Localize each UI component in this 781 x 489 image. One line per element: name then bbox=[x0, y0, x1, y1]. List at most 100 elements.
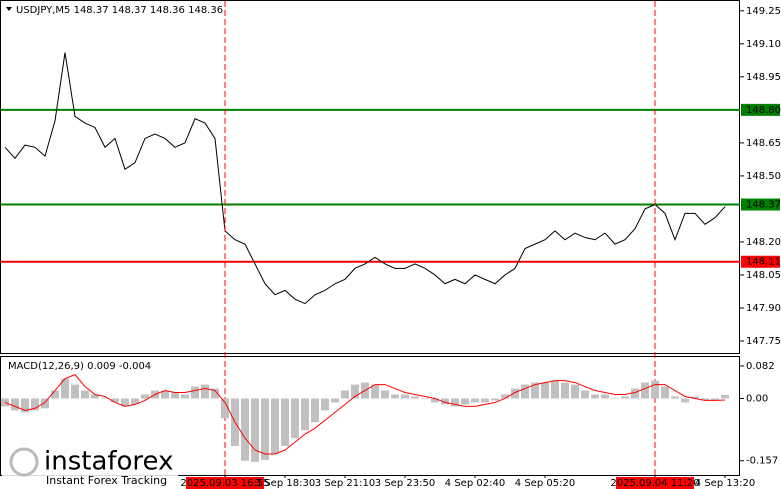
price-line bbox=[4, 52, 726, 305]
macd-bar bbox=[341, 390, 349, 399]
macd-bar bbox=[81, 390, 89, 399]
macd-bar bbox=[11, 398, 19, 411]
macd-title: MACD(12,26,9) 0.009 -0.004 bbox=[8, 361, 151, 372]
y-tick-label: 148.20 bbox=[746, 237, 781, 248]
macd-bar bbox=[61, 378, 69, 399]
y-tick-label: 148.05 bbox=[746, 270, 781, 281]
macd-bar bbox=[251, 398, 259, 462]
x-tick-label: 2025.09.04 11:20 bbox=[610, 478, 699, 489]
macd-bar bbox=[721, 394, 729, 399]
x-tick-label: 4 Sep 02:40 bbox=[445, 478, 505, 489]
macd-bar bbox=[531, 382, 539, 399]
level-label: 148.37 bbox=[746, 200, 781, 211]
macd-bar bbox=[421, 398, 429, 399]
macd-bar bbox=[711, 398, 719, 401]
x-label-bg bbox=[186, 477, 264, 489]
macd-bar bbox=[181, 394, 189, 399]
macd-bar bbox=[191, 386, 199, 399]
macd-bar bbox=[661, 386, 669, 399]
title-marker bbox=[6, 7, 12, 11]
y-tick-label: 0.00 bbox=[746, 393, 768, 404]
macd-bar bbox=[591, 394, 599, 399]
macd-bar bbox=[71, 384, 79, 399]
macd-bar bbox=[451, 398, 459, 407]
macd-bar bbox=[51, 390, 59, 399]
macd-bar bbox=[1, 398, 9, 407]
level-label: 148.11 bbox=[746, 257, 781, 268]
macd-bar bbox=[481, 398, 489, 403]
macd-bar bbox=[221, 398, 229, 419]
macd-bar bbox=[641, 382, 649, 399]
x-tick-label: 4 Sep 13:20 bbox=[695, 478, 755, 489]
macd-bar bbox=[631, 388, 639, 399]
macd-bar bbox=[91, 394, 99, 399]
macd-bar bbox=[431, 398, 439, 403]
y-tick-label: 148.65 bbox=[746, 138, 781, 149]
y-tick-label: -0.157 bbox=[746, 456, 778, 467]
macd-bar bbox=[41, 398, 49, 409]
macd-bar bbox=[461, 398, 469, 405]
x-tick-label: 3 Sep 18:30 bbox=[255, 478, 315, 489]
macd-bar bbox=[651, 380, 659, 399]
logo-brand: instaforex bbox=[44, 447, 173, 477]
macd-bar bbox=[351, 384, 359, 399]
macd-bar bbox=[681, 398, 689, 403]
macd-bar bbox=[411, 396, 419, 399]
macd-bar bbox=[571, 384, 579, 399]
macd-bar bbox=[261, 398, 269, 460]
x-tick-label: 2025.09.03 16:55 bbox=[180, 478, 269, 489]
macd-bar bbox=[561, 382, 569, 399]
signal-line bbox=[4, 374, 726, 455]
macd-bar bbox=[121, 398, 129, 407]
macd-bar bbox=[371, 384, 379, 399]
level-label-bg bbox=[741, 198, 780, 211]
macd-bar bbox=[301, 398, 309, 431]
logo: instaforex Instant Forex Tracking bbox=[2, 444, 178, 488]
macd-bar bbox=[521, 384, 529, 399]
y-tick-label: 149.10 bbox=[746, 39, 781, 50]
macd-bar bbox=[551, 380, 559, 399]
y-tick-label: 148.95 bbox=[746, 72, 781, 83]
macd-bar bbox=[101, 398, 109, 399]
macd-bar bbox=[321, 398, 329, 411]
macd-bar bbox=[171, 392, 179, 399]
macd-bar bbox=[491, 398, 499, 401]
macd-bar bbox=[271, 398, 279, 454]
macd-bar bbox=[381, 390, 389, 399]
macd-bar bbox=[201, 384, 209, 399]
y-tick-label: 0.082 bbox=[746, 361, 775, 372]
macd-bar bbox=[291, 398, 299, 439]
macd-bar bbox=[21, 398, 29, 413]
macd-bar bbox=[541, 382, 549, 399]
macd-bar bbox=[241, 398, 249, 461]
macd-bar bbox=[471, 398, 479, 403]
macd-bar bbox=[621, 396, 629, 399]
macd-bar bbox=[671, 396, 679, 399]
macd-bar bbox=[401, 394, 409, 399]
macd-bar bbox=[701, 398, 709, 401]
macd-bar bbox=[391, 394, 399, 399]
main-panel bbox=[0, 0, 740, 354]
chart-title: USDJPY,M5 148.37 148.37 148.36 148.36 bbox=[16, 5, 223, 16]
macd-bar bbox=[111, 398, 119, 403]
macd-bar bbox=[141, 394, 149, 399]
macd-bar bbox=[331, 398, 339, 403]
macd-bar bbox=[161, 390, 169, 399]
x-tick-label: 4 Sep 05:20 bbox=[515, 478, 575, 489]
macd-bar bbox=[601, 394, 609, 399]
logo-tagline: Instant Forex Tracking bbox=[46, 474, 167, 487]
macd-bar bbox=[581, 390, 589, 399]
macd-bar bbox=[501, 394, 509, 399]
macd-bar bbox=[611, 398, 619, 399]
macd-bar bbox=[281, 398, 289, 447]
y-tick-label: 149.25 bbox=[746, 6, 781, 17]
macd-bar bbox=[131, 398, 139, 405]
x-label-bg bbox=[616, 477, 694, 489]
level-label: 148.80 bbox=[746, 105, 781, 116]
level-label-bg bbox=[741, 255, 780, 268]
y-tick-label: 147.90 bbox=[746, 303, 781, 314]
y-tick-label: 148.50 bbox=[746, 171, 781, 182]
level-label-bg bbox=[741, 103, 780, 116]
macd-bar bbox=[441, 398, 449, 405]
